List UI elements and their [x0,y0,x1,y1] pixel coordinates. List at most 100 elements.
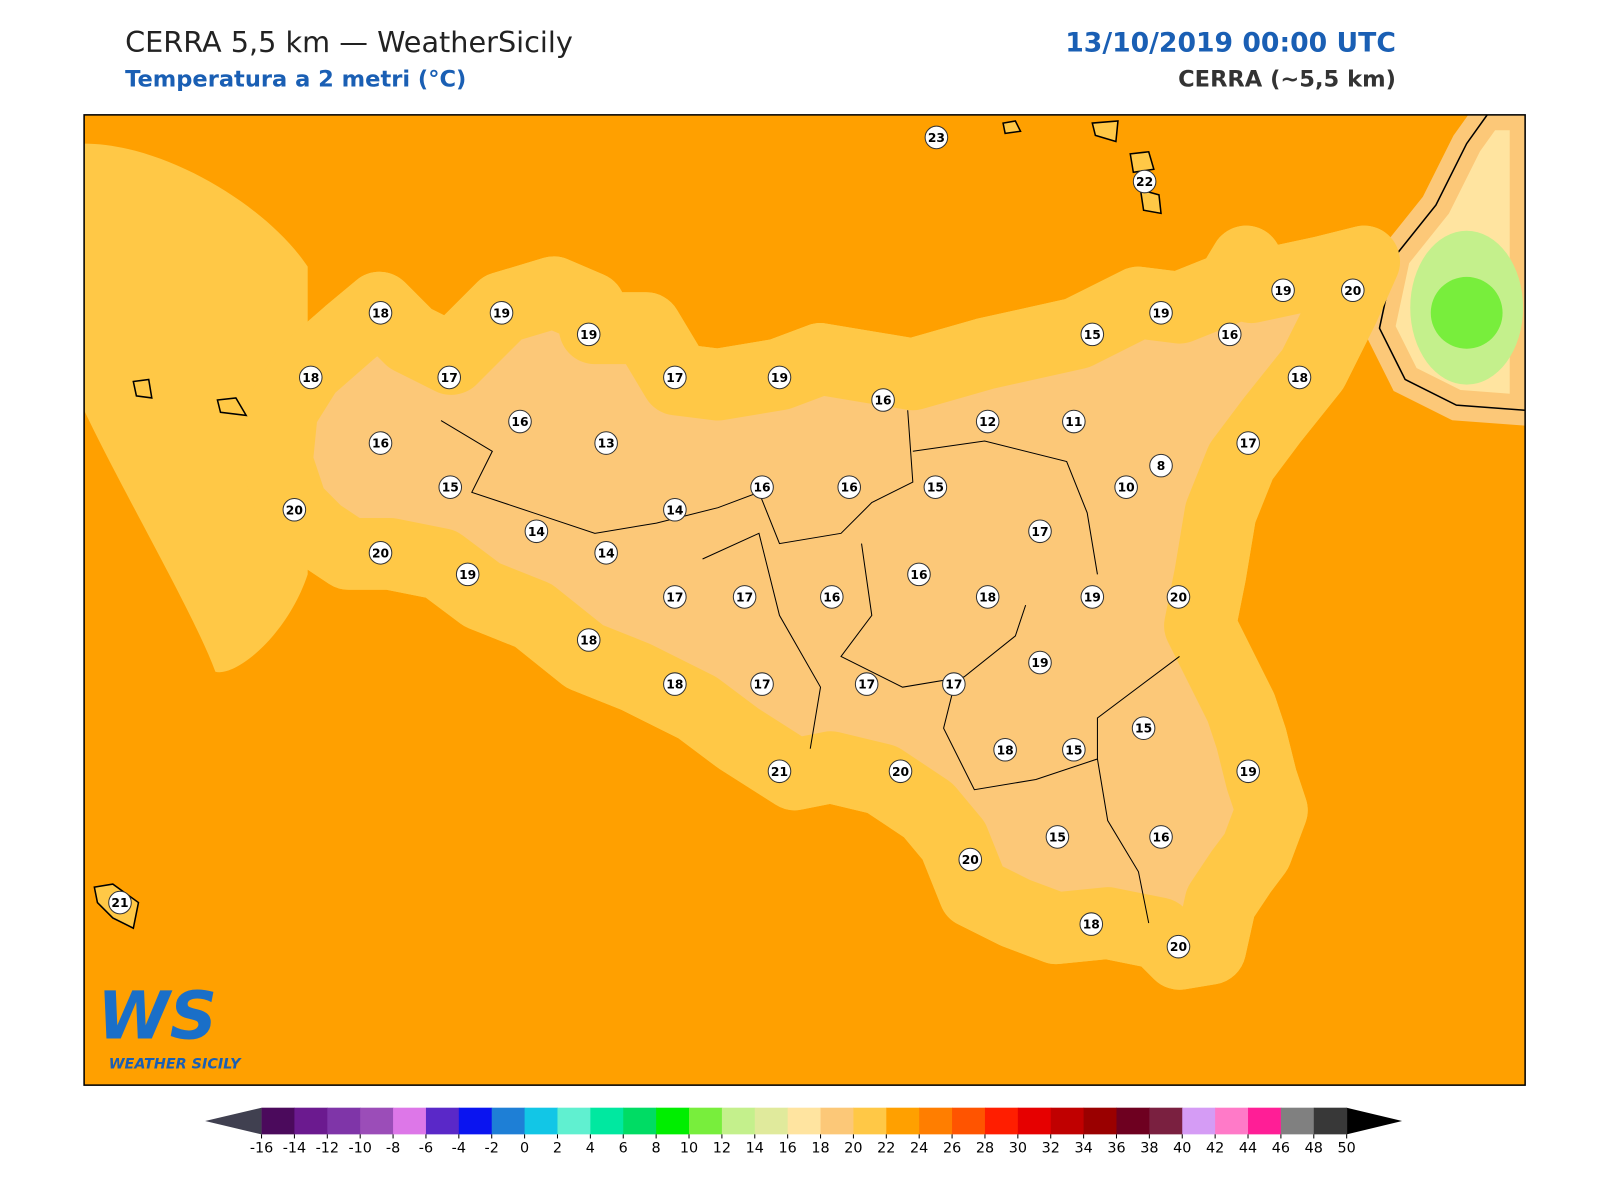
colorbar-segment [754,1107,789,1135]
station-marker [958,847,983,872]
station-value: 14 [528,525,545,539]
station-marker [1028,519,1052,544]
station-marker [108,890,132,915]
colorbar-tick-label: 46 [1272,1141,1290,1157]
colorbar-tick-label: 36 [1107,1141,1125,1157]
logo-mark: WS [97,979,217,1055]
station-marker [907,562,931,587]
station-marker [923,475,948,499]
station-marker [1236,431,1260,455]
station-value: 14 [598,546,615,560]
colorbar: -16 -14 -12 -10 -8 -6 -4 -2 0 2 4 6 8 10 12 14 16 18 20 22 2… [205,1107,1403,1157]
station-value: 18 [302,371,319,385]
station-marker [1271,278,1295,303]
colorbar-tick-label: 16 [779,1141,797,1157]
colorbar-tick-label: 10 [680,1141,698,1157]
station-marker [594,431,618,455]
station-marker [1149,301,1173,325]
station-marker [455,562,480,587]
station-value: 17 [753,678,770,692]
station-value: 20 [892,765,909,779]
station-value: 17 [1240,437,1257,451]
station-marker [942,672,966,696]
colorbar-tick-label: 14 [746,1141,764,1157]
colorbar-tick-label: 40 [1173,1141,1191,1157]
station-marker [1062,409,1086,434]
colorbar-tick-label: 12 [713,1141,731,1157]
colorbar-tick-label: 30 [1009,1141,1027,1157]
colorbar-tick-label: 28 [976,1141,994,1157]
station-value: 20 [1344,284,1361,298]
station-value: 15 [1135,722,1152,736]
station-value: 11 [1065,415,1082,429]
colorbar-segment [393,1107,427,1135]
colorbar-segment [590,1107,624,1135]
colorbar-tick-label: 2 [553,1141,562,1157]
station-marker [368,301,393,325]
date: 13/10/2019 00:00 UTC [1065,28,1396,59]
colorbar-segment [1050,1107,1085,1135]
station-marker [1045,825,1070,849]
station-marker [282,497,307,522]
station-value: 16 [372,437,389,451]
subtitle: Temperatura a 2 metri (°C) [125,66,466,92]
source: CERRA (~5,5 km) [1178,66,1396,92]
station-value: 15 [1065,743,1082,757]
station-marker [1132,169,1157,194]
station-value: 17 [666,371,683,385]
station-marker [594,541,618,565]
station-marker [1217,322,1242,347]
station-value: 10 [1118,481,1135,495]
station-marker [1079,912,1104,936]
colorbar-segment [853,1107,887,1135]
station-value: 13 [598,437,615,451]
station-marker [489,301,514,325]
colorbar-segment [689,1107,723,1135]
colorbar-segment [787,1107,822,1135]
station-marker [508,409,532,434]
colorbar-segment [656,1107,690,1135]
station-value: 18 [979,590,996,604]
station-marker [767,365,792,390]
colorbar-segment [1116,1107,1150,1135]
station-marker [576,322,601,347]
station-marker [1028,650,1052,675]
logo: WS WEATHER SICILY [97,979,242,1073]
station-marker [1080,585,1105,609]
station-value: 18 [997,743,1014,757]
colorbar-segment [820,1107,854,1135]
station-value: 21 [771,765,788,779]
station-marker [438,475,463,499]
colorbar-segment [294,1107,328,1135]
station-marker [871,388,895,412]
station-marker [663,365,687,390]
station-marker [368,541,393,565]
colorbar-tick-label: 42 [1206,1141,1224,1157]
colorbar-segment [984,1107,1019,1135]
station-marker [993,737,1017,762]
colorbar-tick-label: -2 [485,1141,499,1157]
colorbar-segment [1149,1107,1183,1135]
station-marker [1149,825,1173,849]
station-value: 17 [945,678,962,692]
colorbar-segment [261,1107,295,1135]
colorbar-segment [1313,1107,1348,1135]
station-value: 19 [459,568,476,582]
band [1430,276,1503,349]
station-marker [837,475,862,499]
frame [83,114,1526,1086]
colorbar-tick-label: 32 [1042,1141,1060,1157]
station-marker [1149,453,1173,478]
colorbar-segment [491,1107,526,1135]
colorbar-segment [721,1107,756,1135]
station-value: 17 [1031,525,1048,539]
station-value: 15 [927,481,944,495]
station-value: 16 [1152,830,1169,844]
station-marker [663,672,687,696]
station-marker [437,365,462,390]
map: 23 22 18 19 19 19 20 19 15 16 18 17 17 19 18 16 16 12 11 16… [84,114,1526,1086]
colorbar-segment [458,1107,493,1135]
colorbar-tick-label: -4 [452,1141,466,1157]
station-value: 20 [372,546,389,560]
